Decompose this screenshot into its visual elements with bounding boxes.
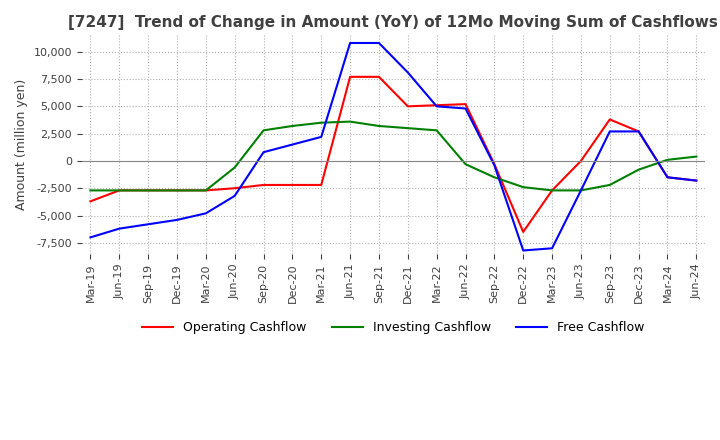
Investing Cashflow (403, 125, 412, 131)
Free Cashflow (577, 188, 585, 193)
Operating Cashflow (173, 188, 181, 193)
Free Cashflow (548, 246, 557, 251)
Investing Cashflow (634, 167, 643, 172)
Operating Cashflow (259, 182, 268, 187)
Free Cashflow (202, 211, 210, 216)
Operating Cashflow (144, 188, 153, 193)
Free Cashflow (115, 226, 124, 231)
Free Cashflow (634, 129, 643, 134)
Free Cashflow (288, 142, 297, 147)
Operating Cashflow (374, 74, 383, 80)
Free Cashflow (462, 106, 470, 111)
Operating Cashflow (462, 102, 470, 107)
Investing Cashflow (577, 188, 585, 193)
Operating Cashflow (548, 188, 557, 193)
Free Cashflow (346, 40, 354, 46)
Investing Cashflow (432, 128, 441, 133)
Operating Cashflow (403, 104, 412, 109)
Free Cashflow (144, 222, 153, 227)
Operating Cashflow (86, 199, 95, 204)
Free Cashflow (606, 129, 614, 134)
Free Cashflow (692, 178, 701, 183)
Investing Cashflow (288, 123, 297, 128)
Investing Cashflow (144, 188, 153, 193)
Operating Cashflow (692, 178, 701, 183)
Free Cashflow (519, 248, 528, 253)
Investing Cashflow (548, 188, 557, 193)
Operating Cashflow (634, 129, 643, 134)
Investing Cashflow (202, 188, 210, 193)
Investing Cashflow (317, 120, 325, 125)
Free Cashflow (230, 193, 239, 198)
Line: Free Cashflow: Free Cashflow (91, 43, 696, 250)
Operating Cashflow (606, 117, 614, 122)
Free Cashflow (490, 163, 499, 168)
Free Cashflow (663, 175, 672, 180)
Line: Operating Cashflow: Operating Cashflow (91, 77, 696, 232)
Investing Cashflow (346, 119, 354, 124)
Operating Cashflow (317, 182, 325, 187)
Free Cashflow (374, 40, 383, 46)
Operating Cashflow (490, 161, 499, 167)
Investing Cashflow (519, 184, 528, 190)
Operating Cashflow (288, 182, 297, 187)
Operating Cashflow (115, 188, 124, 193)
Investing Cashflow (259, 128, 268, 133)
Title: [7247]  Trend of Change in Amount (YoY) of 12Mo Moving Sum of Cashflows: [7247] Trend of Change in Amount (YoY) o… (68, 15, 719, 30)
Free Cashflow (259, 150, 268, 155)
Free Cashflow (86, 235, 95, 240)
Free Cashflow (403, 70, 412, 75)
Free Cashflow (317, 134, 325, 139)
Investing Cashflow (462, 161, 470, 167)
Operating Cashflow (663, 175, 672, 180)
Operating Cashflow (346, 74, 354, 80)
Investing Cashflow (606, 182, 614, 187)
Legend: Operating Cashflow, Investing Cashflow, Free Cashflow: Operating Cashflow, Investing Cashflow, … (137, 316, 649, 339)
Free Cashflow (432, 104, 441, 109)
Operating Cashflow (577, 158, 585, 164)
Investing Cashflow (173, 188, 181, 193)
Investing Cashflow (663, 157, 672, 162)
Investing Cashflow (230, 165, 239, 170)
Investing Cashflow (115, 188, 124, 193)
Line: Investing Cashflow: Investing Cashflow (91, 121, 696, 191)
Investing Cashflow (86, 188, 95, 193)
Operating Cashflow (230, 186, 239, 191)
Operating Cashflow (519, 229, 528, 235)
Investing Cashflow (490, 175, 499, 180)
Investing Cashflow (692, 154, 701, 159)
Operating Cashflow (432, 103, 441, 108)
Y-axis label: Amount (million yen): Amount (million yen) (15, 79, 28, 210)
Investing Cashflow (374, 123, 383, 128)
Operating Cashflow (202, 188, 210, 193)
Free Cashflow (173, 217, 181, 223)
